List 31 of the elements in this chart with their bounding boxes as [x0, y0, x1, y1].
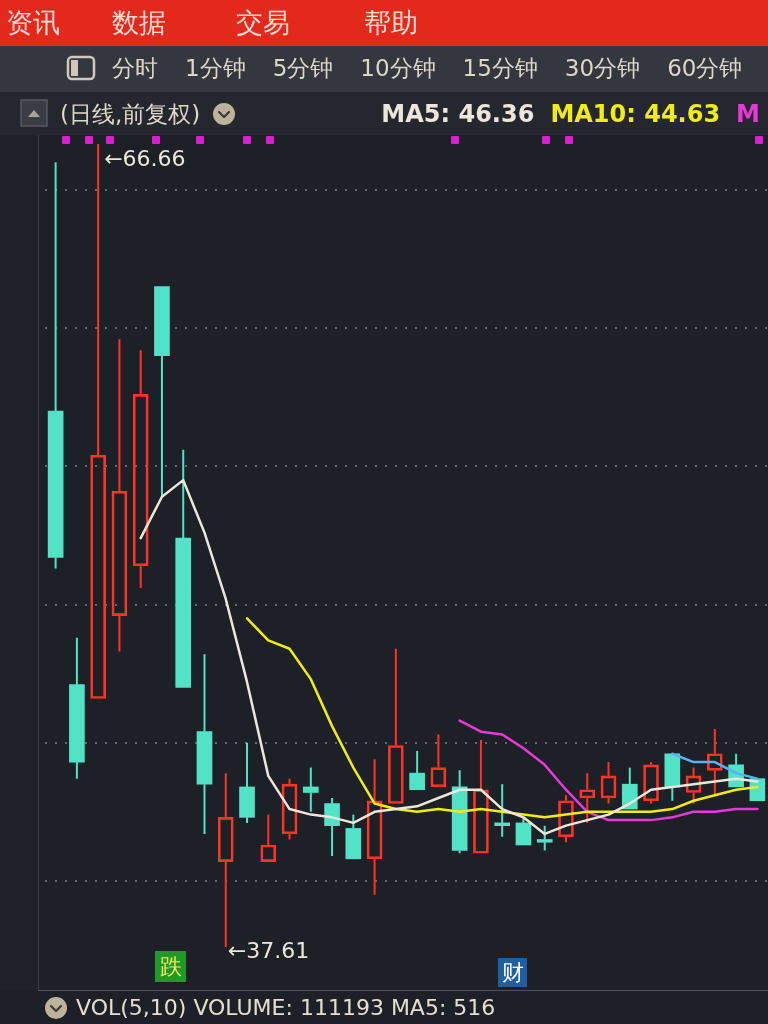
candlestick: [324, 797, 340, 858]
candlestick: [196, 653, 213, 835]
text: 15分钟: [462, 54, 538, 83]
text: 30分钟: [564, 54, 641, 83]
text: MA5: 46.36: [381, 100, 535, 128]
candlestick: [302, 766, 319, 813]
candlestick: [536, 824, 553, 852]
text: 10分钟: [360, 54, 436, 83]
chart-title: (日线,前复权): [60, 99, 201, 129]
text: 1分钟: [185, 54, 246, 83]
candlestick: [175, 448, 192, 688]
text: 数据: [112, 7, 166, 39]
text: 交易: [236, 7, 290, 39]
text: 财: [498, 958, 527, 987]
text: 分时: [112, 54, 158, 83]
text: 5分钟: [272, 54, 334, 83]
candlestick: [47, 161, 64, 570]
candlestick: [409, 750, 425, 791]
text: 60分钟: [667, 54, 743, 83]
text: VOL(5,10) VOLUME: 111193 MA5: 516: [76, 994, 496, 1022]
candlestick: [239, 741, 255, 824]
candlestick: [664, 753, 681, 802]
text: 帮助: [364, 7, 418, 39]
candlestick: [69, 636, 85, 780]
annotation: ←37.61: [227, 937, 310, 963]
text: 跌: [155, 951, 186, 982]
text: MA10: 44.63: [550, 100, 721, 128]
annotation: ←66.66: [104, 145, 186, 171]
candlestick: [154, 286, 170, 498]
text: 资讯: [6, 7, 60, 39]
text: M: [736, 100, 760, 128]
